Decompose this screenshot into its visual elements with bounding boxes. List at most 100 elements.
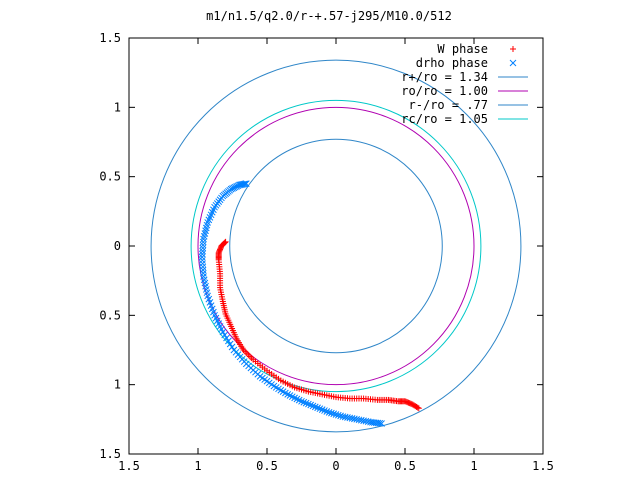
legend-label: ro/ro = 1.00 (401, 84, 488, 98)
drho-phase-marker (300, 398, 308, 406)
drho-phase-point (300, 398, 308, 406)
drho-phase-marker (509, 59, 517, 67)
drho-phase-marker (199, 250, 206, 258)
drho-phase-marker (334, 411, 342, 419)
drho-phase-marker (330, 410, 338, 418)
drho-phase-point (199, 241, 207, 249)
drho-phase-marker (230, 346, 238, 354)
drho-phase-marker (295, 396, 303, 404)
drho-phase-marker (210, 308, 217, 316)
drho-phase-marker (321, 407, 328, 414)
drho-phase-point (330, 410, 338, 418)
drho-phase-marker (279, 388, 287, 395)
drho-phase-marker (332, 411, 340, 418)
drho-phase-marker (325, 409, 333, 416)
drho-phase-point (311, 403, 319, 411)
w-phase-point (222, 238, 229, 245)
w-phase-point (510, 46, 516, 52)
drho-phase-marker (208, 305, 216, 313)
drho-phase-point (325, 409, 333, 416)
chart-title: m1/n1.5/q2.0/r-+.57-j295/M10.0/512 (206, 9, 452, 23)
drho-phase-marker (291, 394, 298, 402)
drho-phase-point (302, 399, 310, 407)
drho-phase-point (328, 409, 335, 417)
drho-phase-marker (372, 419, 380, 427)
drho-phase-marker (240, 180, 248, 188)
drho-phase-point (323, 408, 331, 415)
drho-phase-point (509, 59, 517, 67)
drho-phase-point (199, 250, 206, 258)
drho-phase-marker (199, 238, 207, 246)
drho-phase-marker (200, 276, 208, 284)
y-tick-label: 1.5 (99, 31, 121, 45)
x-tick-label: 0 (332, 459, 339, 473)
y-tick-label: 1.5 (99, 447, 121, 461)
x-tick-label: 1.5 (532, 459, 554, 473)
drho-phase-marker (218, 325, 225, 333)
drho-phase-marker (318, 406, 326, 413)
circle-rc-ring (190, 99, 482, 393)
drho-phase-point (199, 266, 207, 274)
drho-phase-point (318, 406, 326, 413)
drho-phase-marker (219, 328, 227, 336)
drho-phase-marker (221, 331, 229, 339)
y-tick-label: 0 (114, 239, 121, 253)
drho-phase-point (337, 412, 344, 420)
drho-phase-marker (201, 279, 209, 287)
drho-phase-marker (242, 180, 250, 187)
w-phase-point (221, 239, 228, 246)
drho-phase-marker (378, 420, 385, 427)
drho-phase-marker (200, 273, 207, 280)
drho-phase-marker (216, 323, 224, 330)
drho-phase-marker (311, 403, 319, 411)
drho-phase-point (199, 256, 206, 264)
drho-phase-marker (286, 392, 294, 399)
drho-phase-point (199, 238, 207, 246)
drho-phase-marker (374, 419, 382, 427)
drho-phase-point (199, 263, 207, 271)
drho-phase-marker (203, 289, 211, 297)
drho-phase-point (309, 402, 317, 410)
drho-phase-marker (298, 397, 305, 405)
drho-phase-marker (293, 395, 301, 403)
drho-phase-marker (225, 337, 232, 345)
drho-phase-marker (277, 386, 285, 394)
x-tick-label: 1 (470, 459, 477, 473)
drho-phase-marker (228, 343, 236, 351)
drho-phase-point (226, 340, 234, 348)
drho-phase-marker (213, 317, 221, 325)
drho-phase-marker (307, 401, 315, 409)
circle-r-ring (150, 59, 522, 433)
drho-phase-marker (226, 340, 234, 348)
drho-phase-marker (199, 241, 207, 249)
drho-phase-point (230, 346, 238, 354)
x-tick-label: 0.5 (256, 459, 278, 473)
drho-phase-marker (323, 408, 331, 415)
drho-phase-marker (205, 295, 213, 303)
drho-phase-marker (202, 282, 209, 290)
drho-phase-marker (211, 311, 218, 319)
drho-phase-marker (339, 413, 347, 420)
x-tick-label: 1.5 (118, 459, 140, 473)
drho-phase-marker (337, 412, 344, 420)
drho-phase-point (307, 401, 315, 409)
drho-phase-marker (241, 180, 249, 188)
drho-phase-marker (199, 263, 207, 271)
drho-phase-marker (199, 266, 207, 274)
circle-ro-ring (197, 106, 475, 386)
legend-label: W phase (437, 42, 488, 56)
circle-r-ring (229, 138, 443, 354)
drho-phase-point (199, 244, 207, 252)
drho-phase-marker (204, 292, 212, 300)
drho-phase-point (334, 411, 342, 419)
x-tick-label: 0.5 (394, 459, 416, 473)
legend-label: r-/ro = .77 (409, 98, 488, 112)
drho-phase-marker (199, 256, 206, 264)
drho-phase-marker (309, 402, 317, 410)
drho-phase-marker (282, 389, 289, 397)
drho-phase-marker (284, 391, 292, 398)
drho-phase-point (240, 180, 248, 188)
drho-phase-marker (314, 404, 321, 412)
